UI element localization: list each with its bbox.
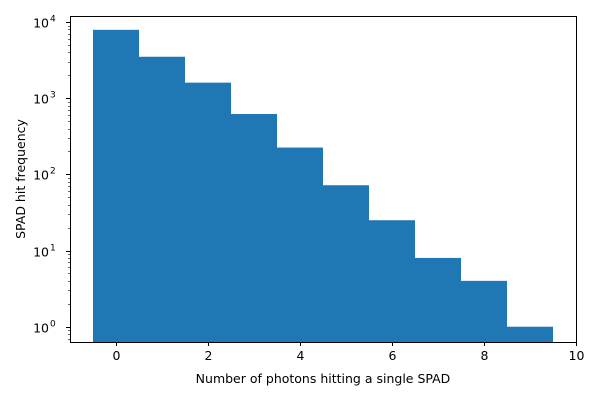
histogram-bar-4 <box>277 147 323 342</box>
x-tick-label: 10 <box>569 348 585 363</box>
x-tick-label: 4 <box>297 348 305 363</box>
x-tick-label: 6 <box>389 348 397 363</box>
y-tick-label: 10 <box>33 92 49 107</box>
histogram-bar-1 <box>139 56 185 343</box>
y-tick-exponent: 3 <box>50 91 56 101</box>
histogram-bar-8 <box>461 280 507 342</box>
histogram-bar-2 <box>185 82 231 342</box>
histogram-bar-0 <box>93 29 139 343</box>
y-axis-label: SPAD hit frequency <box>13 119 28 239</box>
histogram-bar-5 <box>323 185 369 342</box>
y-tick-label: 10 <box>33 16 49 31</box>
histogram-bar-9 <box>507 326 553 342</box>
histogram-bars <box>93 29 553 343</box>
y-tick-label: 10 <box>33 245 49 260</box>
x-axis-label: Number of photons hitting a single SPAD <box>196 371 451 386</box>
y-tick-label: 10 <box>33 168 49 183</box>
y-tick-exponent: 0 <box>50 320 56 330</box>
x-tick-label: 8 <box>481 348 489 363</box>
plot-frame <box>70 16 577 343</box>
histogram-bar-3 <box>231 114 277 343</box>
x-tick-label: 0 <box>113 348 121 363</box>
y-tick-exponent: 1 <box>50 244 56 254</box>
y-tick-exponent: 4 <box>50 15 56 25</box>
x-tick-label: 2 <box>205 348 213 363</box>
y-tick-exponent: 2 <box>50 167 56 177</box>
y-tick-label: 10 <box>33 321 49 336</box>
x-axis-ticks: 0 2 4 6 8 10 <box>113 342 585 363</box>
histogram-bar-7 <box>415 257 461 342</box>
histogram-bar-6 <box>369 220 415 342</box>
